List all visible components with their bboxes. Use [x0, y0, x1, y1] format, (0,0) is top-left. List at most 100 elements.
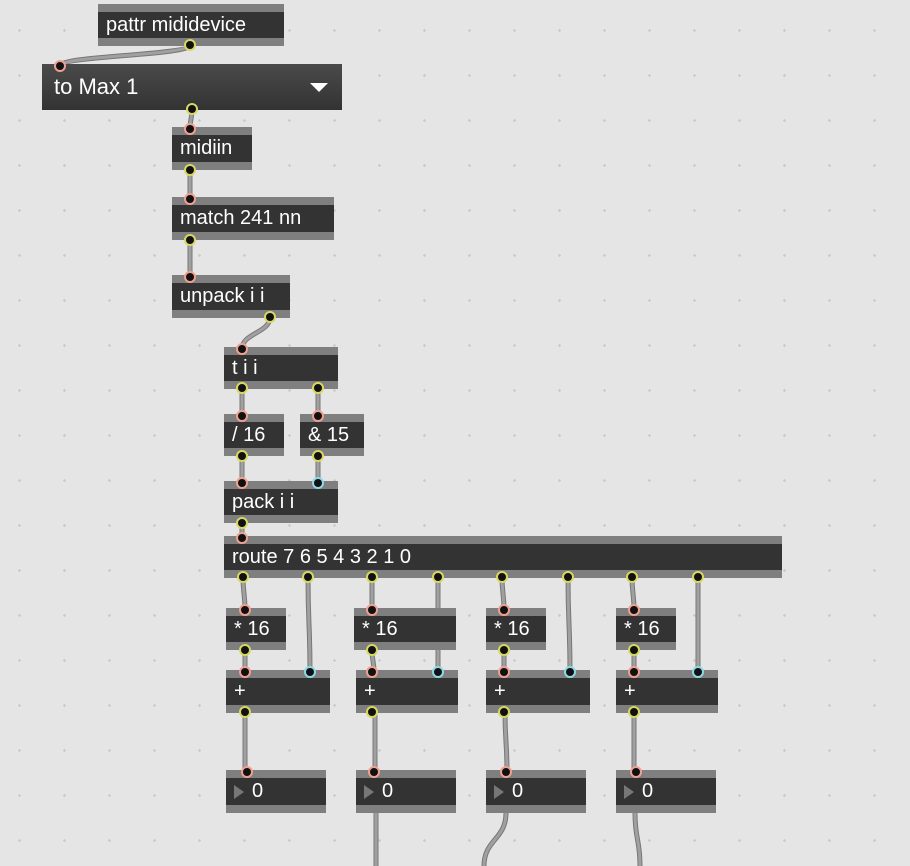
inlet-port — [236, 477, 248, 489]
object-text: unpack i i — [180, 285, 265, 307]
object-text: pack i i — [232, 491, 295, 513]
outlet-port — [236, 382, 248, 394]
divide-object[interactable]: / 16 — [224, 414, 284, 456]
outlet-port — [366, 644, 378, 656]
outlet-port — [498, 644, 510, 656]
inlet-port — [692, 666, 704, 678]
outlet-port — [432, 571, 444, 583]
outlet-port — [628, 706, 640, 718]
object-text: + — [624, 680, 636, 702]
inlet-port — [498, 604, 510, 616]
number-value: 0 — [512, 780, 524, 802]
inlet-port — [564, 666, 576, 678]
inlet-port — [184, 123, 196, 135]
object-text: midiin — [180, 137, 233, 159]
inlet-port — [628, 604, 640, 616]
outlet-port — [366, 571, 378, 583]
object-text: + — [364, 680, 376, 702]
number-triangle-icon — [234, 785, 244, 799]
pattr-object[interactable]: pattr mididevice — [98, 4, 284, 46]
outlet-port — [184, 39, 196, 51]
patch-cord — [58, 43, 192, 68]
patch-cord — [633, 812, 642, 866]
outlet-port — [184, 234, 196, 246]
multiply-object[interactable]: * 16 — [226, 608, 286, 650]
outlet-port — [626, 571, 638, 583]
inlet-port — [432, 666, 444, 678]
inlet-port — [241, 766, 253, 778]
outlet-port — [264, 311, 276, 323]
inlet-port — [236, 410, 248, 422]
bitand-object[interactable]: & 15 — [300, 414, 364, 456]
inlet-port — [366, 604, 378, 616]
inlet-port — [312, 410, 324, 422]
inlet-port — [500, 766, 512, 778]
pack-object[interactable]: pack i i — [224, 481, 338, 523]
inlet-port — [54, 60, 66, 72]
multiply-object[interactable]: * 16 — [486, 608, 546, 650]
inlet-port — [630, 766, 642, 778]
outlet-port — [496, 571, 508, 583]
unpack-object[interactable]: unpack i i — [172, 275, 290, 318]
inlet-port — [312, 477, 324, 489]
inlet-port — [184, 193, 196, 205]
outlet-port — [302, 571, 314, 583]
inlet-port — [239, 604, 251, 616]
route-object[interactable]: route 7 6 5 4 3 2 1 0 — [224, 536, 782, 578]
number-value: 0 — [642, 780, 654, 802]
outlet-port — [239, 706, 251, 718]
outlet-port — [366, 706, 378, 718]
inlet-port — [304, 666, 316, 678]
multiply-object[interactable]: * 16 — [354, 608, 456, 650]
patch-cord — [566, 576, 572, 673]
inlet-port — [184, 271, 196, 283]
number-triangle-icon — [494, 785, 504, 799]
object-text: / 16 — [232, 424, 266, 446]
outlet-port — [312, 382, 324, 394]
outlet-port — [186, 103, 198, 115]
midi-device-menu[interactable]: to Max 1 — [42, 64, 342, 110]
number-value: 0 — [252, 780, 264, 802]
inlet-port — [628, 666, 640, 678]
outlet-port — [628, 644, 640, 656]
object-text: + — [234, 680, 246, 702]
object-text: * 16 — [362, 618, 398, 640]
number-box[interactable]: 0 — [226, 770, 326, 813]
object-text: match 241 nn — [180, 207, 302, 229]
inlet-port — [366, 666, 378, 678]
object-text: + — [494, 680, 506, 702]
object-text: * 16 — [494, 618, 530, 640]
object-text: t i i — [232, 357, 258, 379]
object-text: & 15 — [308, 424, 350, 446]
match-object[interactable]: match 241 nn — [172, 197, 334, 240]
outlet-port — [312, 450, 324, 462]
object-text: * 16 — [234, 618, 270, 640]
inlet-port — [368, 766, 380, 778]
inlet-port — [236, 532, 248, 544]
midiin-object[interactable]: midiin — [172, 127, 252, 170]
inlet-port — [239, 666, 251, 678]
outlet-port — [692, 571, 704, 583]
number-box[interactable]: 0 — [616, 770, 716, 813]
menu-selected-value: to Max 1 — [54, 74, 139, 99]
outlet-port — [239, 644, 251, 656]
dropdown-arrow-icon — [310, 83, 328, 92]
outlet-port — [236, 517, 248, 529]
number-box[interactable]: 0 — [486, 770, 586, 813]
object-text: route 7 6 5 4 3 2 1 0 — [232, 546, 412, 568]
outlet-port — [184, 164, 196, 176]
outlet-port — [237, 571, 249, 583]
outlet-port — [562, 571, 574, 583]
number-triangle-icon — [624, 785, 634, 799]
patch-cord — [482, 812, 508, 866]
inlet-port — [236, 343, 248, 355]
multiply-object[interactable]: * 16 — [616, 608, 676, 650]
inlet-port — [498, 666, 510, 678]
outlet-port — [236, 450, 248, 462]
object-text: pattr mididevice — [106, 14, 247, 36]
number-box[interactable]: 0 — [356, 770, 456, 813]
outlet-port — [498, 706, 510, 718]
number-value: 0 — [382, 780, 394, 802]
patch-cord — [503, 711, 509, 773]
